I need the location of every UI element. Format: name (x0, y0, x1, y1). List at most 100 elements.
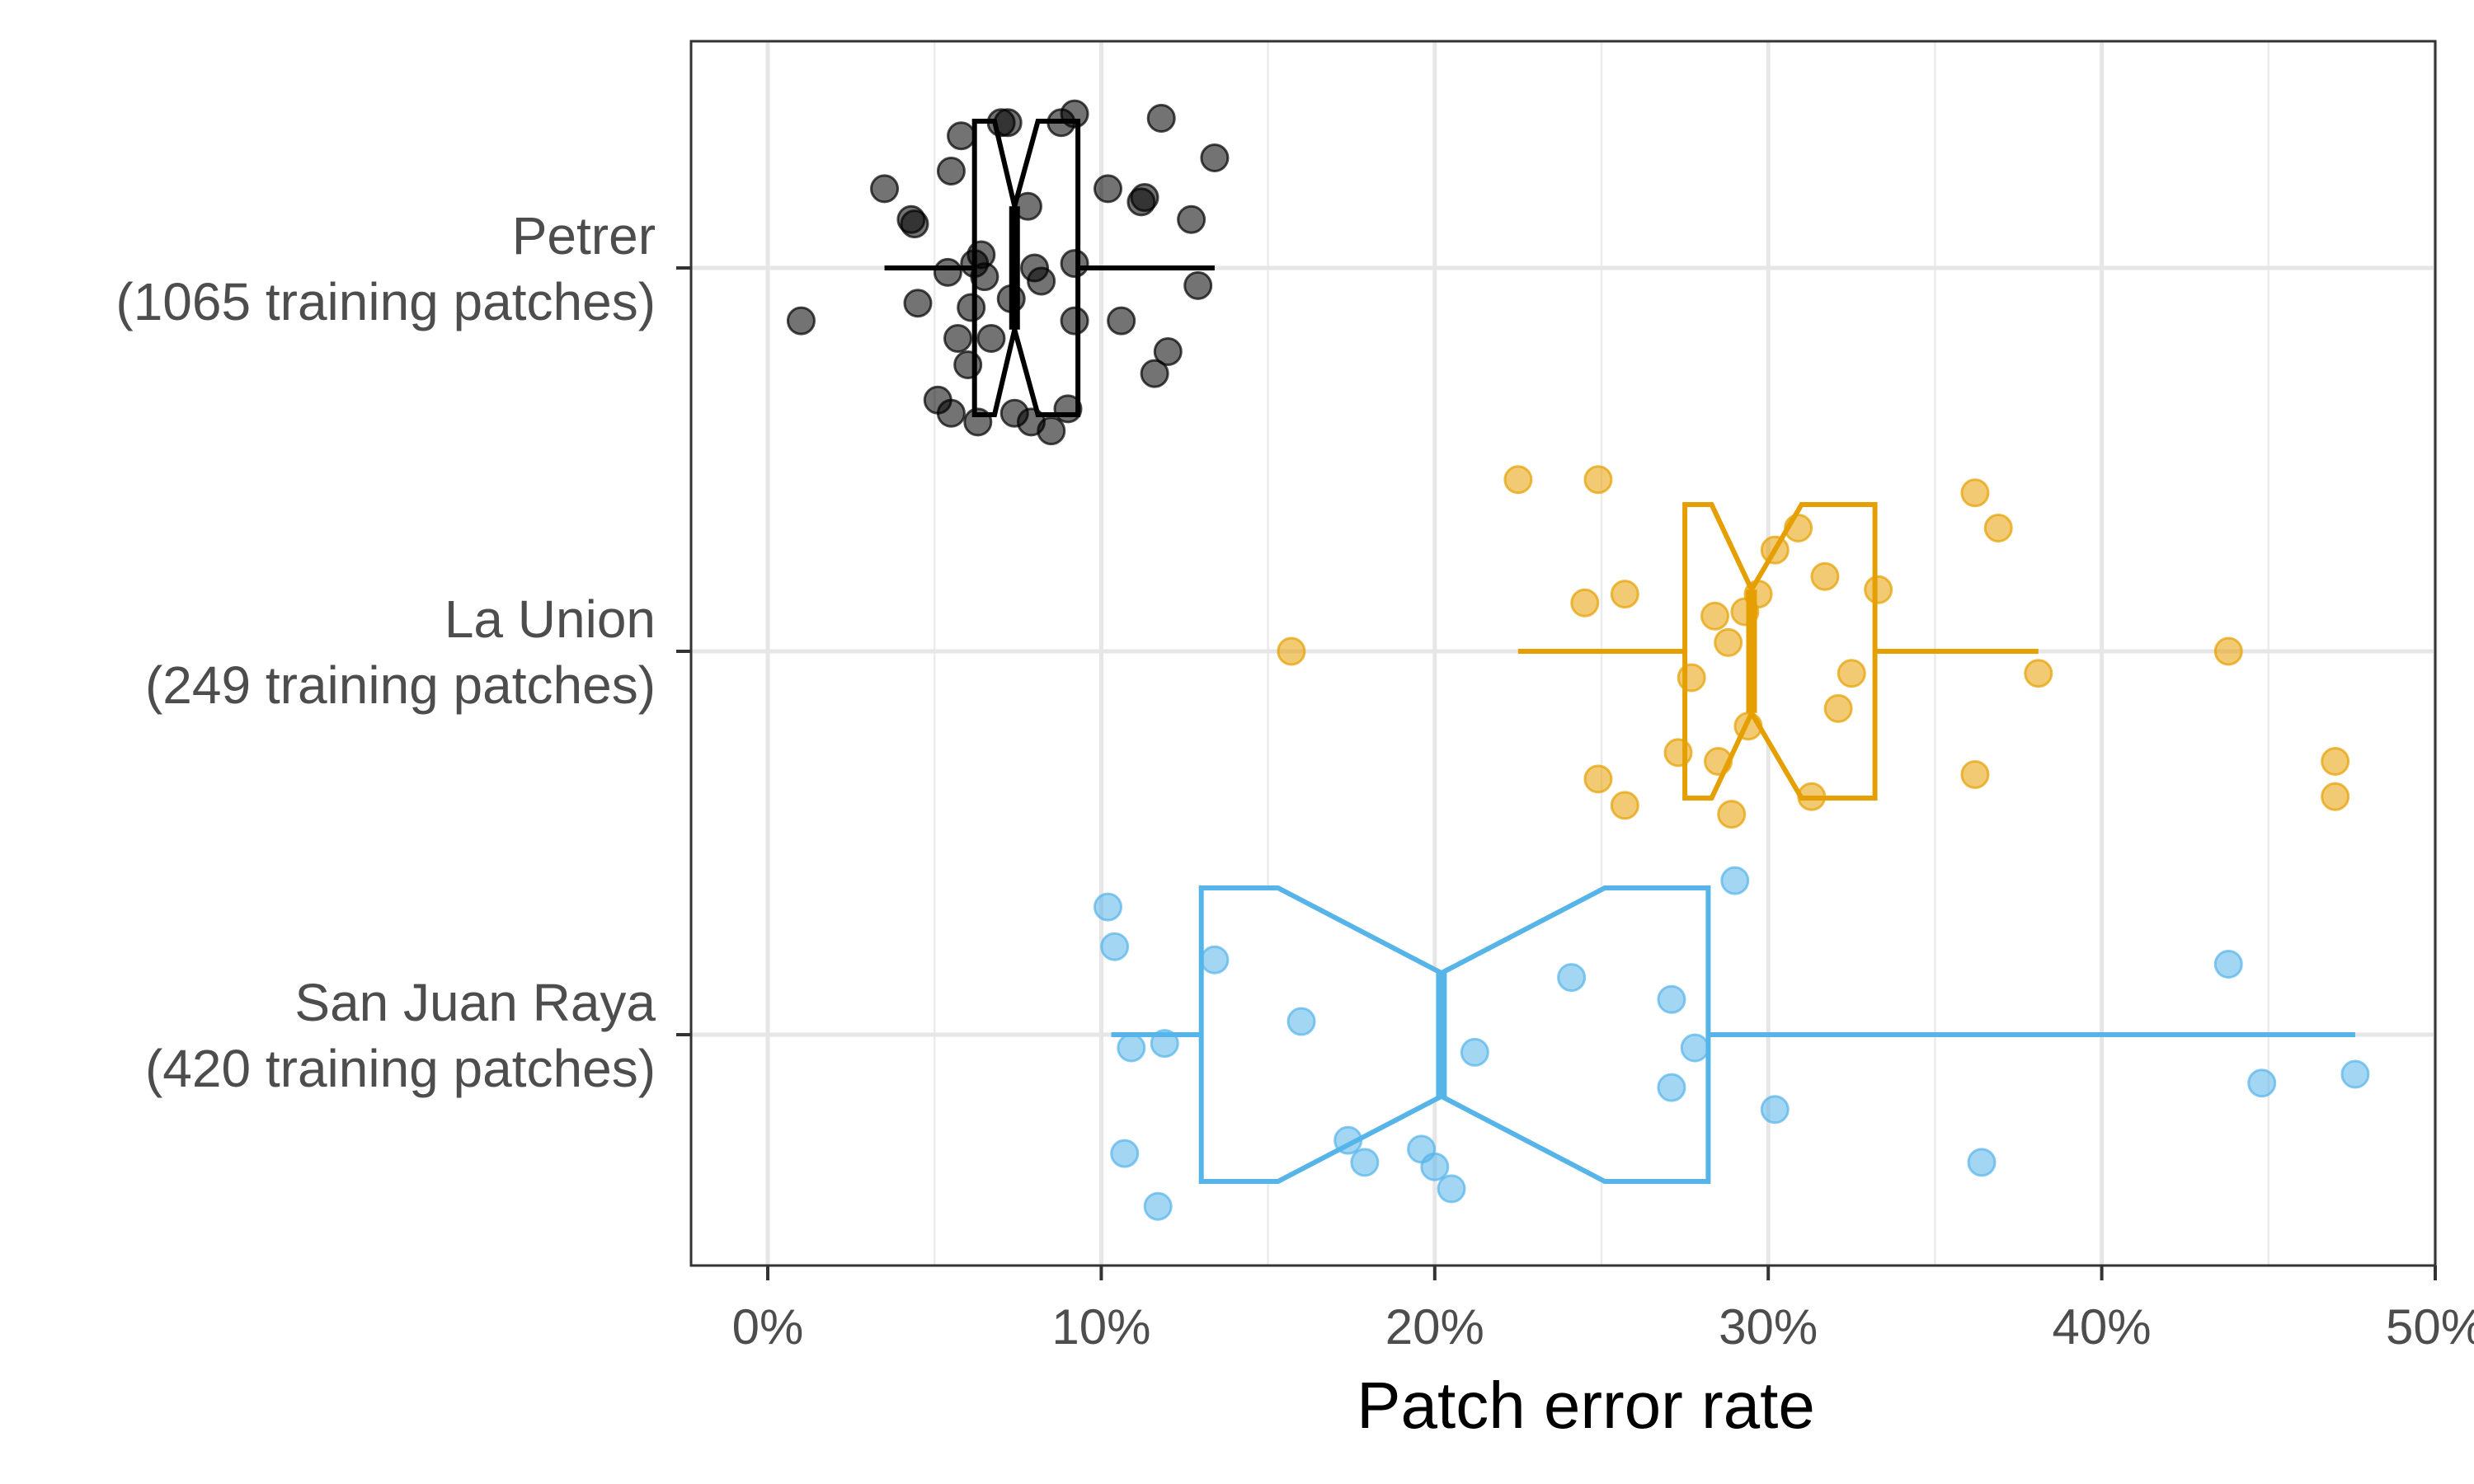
data-point (1864, 575, 1893, 604)
data-point (1027, 266, 1056, 296)
data-point (1960, 478, 1990, 508)
data-point (1720, 866, 1750, 895)
data-point (1610, 580, 1639, 609)
data-point (996, 284, 1026, 313)
category-label-name: La Union (444, 589, 656, 649)
data-point (976, 323, 1006, 353)
data-point (1663, 738, 1693, 768)
x-tick-label: 10% (1051, 1299, 1150, 1355)
series-group (786, 99, 1230, 446)
x-tick-label: 0% (732, 1299, 804, 1355)
data-point (953, 350, 983, 379)
notched-box (1198, 885, 1711, 1184)
data-point (1657, 984, 1686, 1014)
category-label-count: (420 training patches) (145, 1039, 656, 1098)
data-point (1460, 1037, 1489, 1067)
x-tick-label: 40% (2053, 1299, 2152, 1355)
data-point (2247, 1068, 2277, 1098)
data-point (1983, 513, 2013, 542)
data-point (2024, 659, 2053, 688)
data-point (1784, 513, 1813, 542)
data-point (1093, 174, 1122, 204)
data-point (1100, 932, 1130, 961)
data-point (1437, 1174, 1466, 1204)
data-point (1286, 1007, 1316, 1036)
data-point (1657, 1073, 1686, 1102)
data-point (936, 157, 966, 186)
data-point (1704, 747, 1733, 776)
data-point (963, 407, 993, 437)
data-point (1177, 204, 1206, 234)
data-point (947, 121, 976, 151)
data-point (1823, 693, 1853, 723)
x-tick-label: 30% (1719, 1299, 1818, 1355)
x-tick-label: 50% (2386, 1299, 2474, 1355)
data-point (1060, 249, 1089, 279)
data-point (1570, 588, 1600, 618)
category-label-count: (1065 training patches) (115, 272, 656, 331)
data-point (1060, 306, 1089, 336)
data-point (1153, 336, 1183, 366)
plot-panel-border (689, 40, 2437, 1267)
data-point (2321, 782, 2350, 811)
data-point (2321, 747, 2350, 776)
series-group (1093, 866, 2370, 1221)
data-point (993, 108, 1023, 138)
data-point (1333, 1125, 1363, 1155)
data-point (1967, 1148, 1997, 1177)
data-point (2340, 1059, 2370, 1089)
data-point (1837, 659, 1866, 688)
data-point (1797, 782, 1827, 811)
data-point (943, 323, 973, 353)
data-point (903, 289, 933, 318)
category-label-name: San Juan Raya (294, 973, 656, 1032)
plot-marks (786, 99, 2370, 1221)
data-point (1200, 945, 1230, 974)
x-tick-label: 20% (1385, 1299, 1484, 1355)
category-label-count: (249 training patches) (145, 655, 656, 715)
data-point (1960, 760, 1990, 790)
data-point (1610, 791, 1639, 820)
data-point (1420, 1152, 1450, 1181)
data-point (1013, 191, 1042, 221)
data-point (1107, 306, 1136, 336)
data-point (1583, 465, 1613, 495)
data-point (1140, 359, 1169, 388)
data-point (1700, 601, 1730, 631)
data-point (2213, 636, 2243, 666)
data-point (1146, 103, 1176, 133)
data-point (1503, 465, 1533, 495)
data-point (1350, 1148, 1380, 1177)
axes: 0% 10% 20% 30% 40% 50% Petrer (1065 training pa… (115, 206, 2474, 1355)
data-point (1583, 764, 1613, 794)
data-point (1743, 580, 1773, 609)
series-group (1277, 465, 2350, 829)
data-point (1110, 1139, 1140, 1168)
data-point (933, 257, 962, 287)
data-point (1733, 711, 1763, 741)
data-point (1680, 1033, 1710, 1063)
data-point (786, 306, 816, 336)
data-point (1557, 963, 1587, 993)
data-point (1117, 1033, 1146, 1063)
data-point (870, 174, 900, 204)
data-point (1183, 270, 1213, 300)
data-point (957, 293, 986, 322)
data-point (1143, 1191, 1173, 1221)
category-label-name: Petrer (512, 206, 656, 265)
data-point (2213, 950, 2243, 979)
data-point (1130, 183, 1159, 213)
data-point (1037, 416, 1066, 446)
data-point (1677, 663, 1706, 693)
data-point (900, 209, 929, 239)
data-point (936, 398, 966, 428)
data-point (970, 262, 999, 292)
data-point (1053, 394, 1083, 424)
data-point (1200, 143, 1230, 172)
data-point (1714, 627, 1743, 657)
data-point (1093, 892, 1122, 922)
data-point (1060, 99, 1089, 129)
data-point (1717, 800, 1747, 829)
